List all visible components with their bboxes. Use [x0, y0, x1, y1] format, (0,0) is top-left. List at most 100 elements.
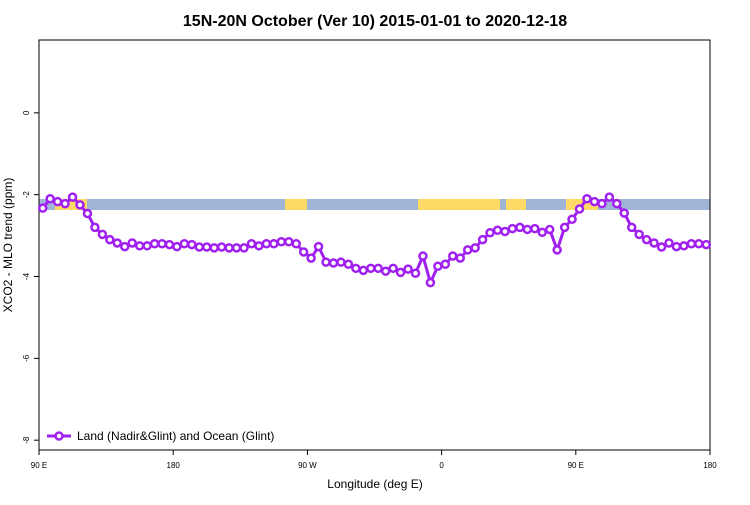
point [395, 267, 406, 278]
point [582, 194, 592, 204]
ocean-band [39, 199, 710, 210]
point [269, 239, 279, 249]
y-tick-label: -6 [22, 354, 31, 362]
point [246, 239, 257, 249]
y-tick-label: 0 [22, 110, 31, 115]
x-tick-label: 0 [439, 461, 444, 470]
legend-label: Land (Nadir&Glint) and Ocean (Glint) [77, 429, 274, 443]
point [544, 224, 555, 235]
x-tick-label: 90 E [31, 461, 47, 470]
point [134, 241, 145, 251]
point [209, 243, 219, 253]
x-tick-label: 180 [703, 461, 717, 470]
point [112, 238, 123, 248]
point [313, 241, 324, 252]
point [75, 200, 85, 210]
point [142, 241, 152, 251]
land-patch [285, 199, 307, 210]
point [433, 261, 443, 272]
point [664, 238, 674, 248]
point [507, 223, 518, 234]
point [306, 253, 316, 263]
point [403, 264, 413, 274]
y-tick-label: -2 [22, 191, 31, 199]
point [492, 225, 503, 236]
land-patch [506, 199, 526, 210]
point [604, 192, 615, 202]
point [500, 226, 510, 237]
point [60, 198, 70, 209]
point [254, 241, 264, 251]
point [462, 245, 473, 255]
point [366, 263, 376, 274]
point [276, 236, 287, 247]
legend-marker [54, 431, 64, 441]
chart-title: 15N-20N October (Ver 10) 2015-01-01 to 2… [183, 13, 567, 30]
point [231, 243, 242, 253]
point [649, 238, 659, 248]
y-tick-label: -4 [22, 272, 31, 280]
point [45, 194, 55, 204]
point [537, 227, 547, 238]
point [157, 239, 167, 249]
point [82, 208, 93, 219]
point [448, 251, 458, 261]
y-axis-label: XCO2 - MLO trend (ppm) [1, 178, 15, 313]
point [656, 242, 667, 252]
point [641, 234, 652, 245]
point [127, 238, 137, 248]
point [418, 251, 428, 261]
land-patch [418, 199, 500, 210]
point [530, 223, 540, 234]
point [97, 229, 108, 240]
point [470, 243, 480, 253]
point [52, 196, 63, 207]
point [597, 198, 607, 209]
point [336, 257, 346, 267]
y-tick-label: -8 [22, 436, 31, 444]
point [202, 242, 212, 252]
x-tick-label: 180 [167, 461, 181, 470]
point [410, 268, 421, 278]
point [440, 259, 451, 269]
point [559, 222, 570, 233]
point [373, 263, 383, 274]
point [298, 247, 309, 257]
point [149, 239, 160, 249]
point [425, 277, 436, 288]
x-tick-label: 90 E [568, 461, 584, 470]
point [694, 239, 704, 249]
point [291, 239, 301, 249]
point [477, 234, 488, 245]
point [626, 222, 637, 233]
point [67, 192, 78, 202]
point [574, 204, 585, 214]
point [679, 241, 689, 251]
point [119, 241, 130, 252]
point [194, 242, 205, 252]
point [686, 239, 697, 249]
point [90, 222, 100, 233]
point [612, 198, 622, 209]
point [552, 245, 562, 255]
point [179, 239, 190, 249]
point [328, 258, 339, 268]
point [224, 243, 234, 253]
point [105, 234, 115, 245]
x-tick-label: 90 W [298, 461, 317, 470]
point [321, 257, 331, 267]
point [485, 227, 495, 238]
point [589, 196, 600, 207]
point [216, 242, 227, 252]
point [455, 253, 465, 263]
point [351, 263, 361, 274]
point [522, 224, 533, 235]
point [261, 239, 272, 249]
point [567, 214, 577, 224]
point [358, 265, 369, 276]
point [343, 259, 354, 269]
point [619, 208, 630, 218]
point [388, 263, 398, 274]
point [172, 241, 182, 252]
